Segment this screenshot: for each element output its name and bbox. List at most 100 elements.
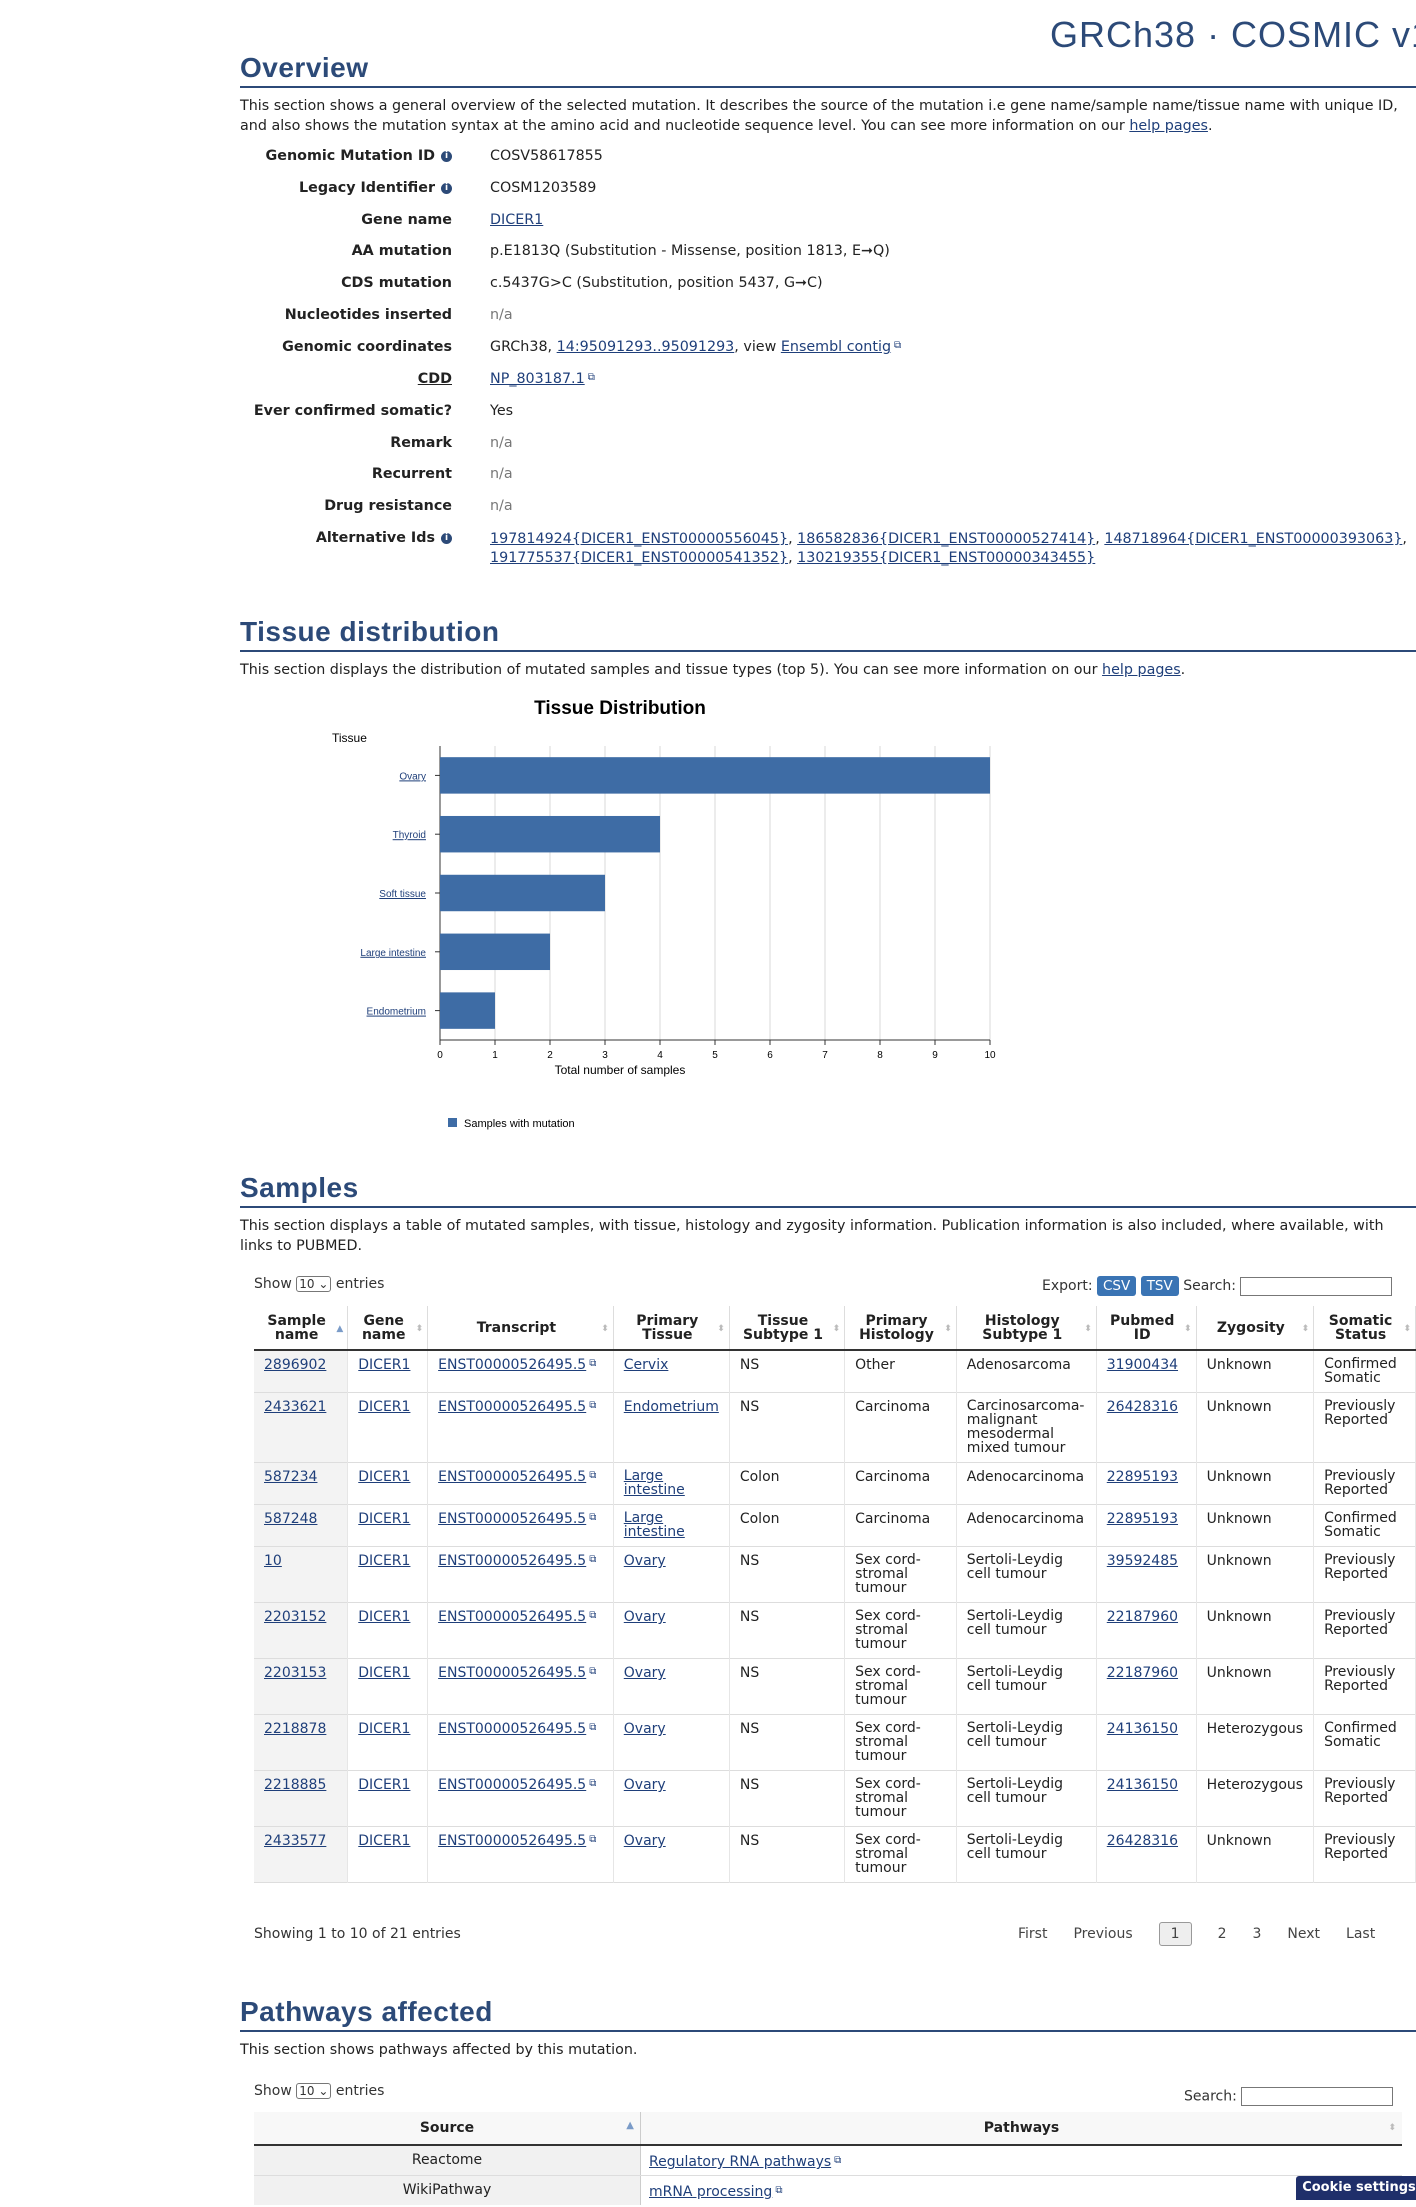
pubmed-link[interactable]: 26428316 bbox=[1106, 1833, 1179, 1849]
tissue-link[interactable]: Large intestine bbox=[623, 1510, 685, 1540]
first-page-button[interactable]: First bbox=[1018, 1926, 1048, 1942]
pubmed-link[interactable]: 22895193 bbox=[1106, 1511, 1179, 1527]
gene-link[interactable]: DICER1 bbox=[358, 1833, 411, 1849]
info-icon[interactable]: i bbox=[441, 183, 452, 194]
pubmed-link[interactable]: 22187960 bbox=[1106, 1609, 1179, 1625]
sample-link[interactable]: 587248 bbox=[264, 1511, 318, 1527]
pubmed-link[interactable]: 22187960 bbox=[1106, 1665, 1179, 1681]
last-page-button[interactable]: Last bbox=[1346, 1926, 1376, 1942]
tissue-link[interactable]: Ovary bbox=[623, 1609, 666, 1625]
previous-page-button[interactable]: Previous bbox=[1073, 1926, 1133, 1942]
category-label-link[interactable]: Soft tissue bbox=[379, 889, 426, 900]
gene-link[interactable]: DICER1 bbox=[358, 1721, 411, 1737]
column-header[interactable]: Sample name ▲ bbox=[254, 1306, 349, 1350]
pubmed-link[interactable]: 22895193 bbox=[1106, 1469, 1179, 1485]
transcript-link[interactable]: ENST00000526495.5 bbox=[438, 1833, 596, 1849]
alternative-id-link[interactable]: 186582836{DICER1_ENST00000527414} bbox=[797, 531, 1096, 547]
pubmed-link[interactable]: 24136150 bbox=[1106, 1777, 1179, 1793]
alternative-id-link[interactable]: 148718964{DICER1_ENST00000393063} bbox=[1104, 531, 1403, 547]
gene-link[interactable]: DICER1 bbox=[358, 1665, 411, 1681]
sample-link[interactable]: 2896902 bbox=[264, 1357, 327, 1373]
transcript-link[interactable]: ENST00000526495.5 bbox=[438, 1777, 596, 1793]
pathway-link[interactable]: Regulatory RNA pathways bbox=[649, 2154, 841, 2170]
export-tsv-button[interactable]: TSV bbox=[1140, 1276, 1179, 1296]
gene-link[interactable]: DICER1 bbox=[358, 1553, 411, 1569]
tissue-link[interactable]: Ovary bbox=[623, 1721, 666, 1737]
transcript-link[interactable]: ENST00000526495.5 bbox=[438, 1721, 596, 1737]
sample-link[interactable]: 10 bbox=[264, 1553, 282, 1569]
tissue-link[interactable]: Ovary bbox=[623, 1665, 666, 1681]
sample-link[interactable]: 2203152 bbox=[264, 1609, 327, 1625]
tissue-link[interactable]: Ovary bbox=[623, 1553, 666, 1569]
sample-link[interactable]: 2218885 bbox=[264, 1777, 327, 1793]
next-page-button[interactable]: Next bbox=[1287, 1926, 1321, 1942]
sample-link[interactable]: 2433577 bbox=[264, 1833, 327, 1849]
transcript-link[interactable]: ENST00000526495.5 bbox=[438, 1399, 596, 1415]
page-button[interactable]: 1 bbox=[1158, 1922, 1192, 1946]
info-icon[interactable]: i bbox=[441, 151, 452, 162]
gene-link[interactable]: DICER1 bbox=[358, 1399, 411, 1415]
sample-link[interactable]: 2203153 bbox=[264, 1665, 327, 1681]
transcript-cell: ENST00000526495.5 bbox=[427, 1462, 614, 1505]
alternative-id-link[interactable]: 130219355{DICER1_ENST00000343455} bbox=[797, 550, 1096, 566]
pubmed-link[interactable]: 39592485 bbox=[1106, 1553, 1179, 1569]
help-pages-link[interactable]: help pages bbox=[1129, 118, 1208, 134]
coordinates-link[interactable]: 14:95091293..95091293 bbox=[556, 339, 735, 355]
pathways-search-input[interactable] bbox=[1241, 2087, 1394, 2106]
cdd-link[interactable]: NP_803187.1 bbox=[490, 371, 595, 387]
gene-link[interactable]: DICER1 bbox=[358, 1777, 411, 1793]
transcript-link[interactable]: ENST00000526495.5 bbox=[438, 1553, 596, 1569]
category-label-link[interactable]: Endometrium bbox=[367, 1007, 426, 1018]
pathways-header-label: Pathways bbox=[983, 2120, 1060, 2136]
page-button[interactable]: 2 bbox=[1217, 1926, 1227, 1942]
column-header[interactable]: Somatic Status ⬍ bbox=[1313, 1306, 1416, 1350]
export-csv-button[interactable]: CSV bbox=[1097, 1276, 1137, 1296]
gene-link[interactable]: DICER1 bbox=[358, 1511, 411, 1527]
pubmed-link[interactable]: 24136150 bbox=[1106, 1721, 1179, 1737]
gene-link[interactable]: DICER1 bbox=[358, 1609, 411, 1625]
pubmed-link[interactable]: 31900434 bbox=[1106, 1357, 1179, 1373]
transcript-link[interactable]: ENST00000526495.5 bbox=[438, 1469, 596, 1485]
column-header[interactable]: Gene name ⬍ bbox=[347, 1306, 429, 1350]
ensembl-contig-link[interactable]: Ensembl contig bbox=[781, 339, 901, 355]
sample-link[interactable]: 587234 bbox=[264, 1469, 318, 1485]
pathway-link[interactable]: mRNA processing bbox=[649, 2184, 782, 2200]
page-button[interactable]: 3 bbox=[1252, 1926, 1262, 1942]
tissue-subtype-cell: Colon bbox=[729, 1504, 846, 1547]
pathways-column-header[interactable]: Pathways ⬍ bbox=[641, 2112, 1402, 2144]
gene-link[interactable]: DICER1 bbox=[358, 1357, 411, 1373]
page-size-select[interactable]: 10 ⌄ bbox=[296, 2083, 332, 2099]
category-label-link[interactable]: Large intestine bbox=[360, 948, 426, 959]
category-label-link[interactable]: Thyroid bbox=[393, 830, 426, 841]
transcript-link[interactable]: ENST00000526495.5 bbox=[438, 1357, 596, 1373]
column-header[interactable]: Pubmed ID ⬍ bbox=[1096, 1306, 1197, 1350]
info-icon[interactable]: i bbox=[441, 533, 452, 544]
tissue-link[interactable]: Endometrium bbox=[623, 1399, 719, 1415]
column-header[interactable]: Primary Tissue ⬍ bbox=[613, 1306, 730, 1350]
column-header[interactable]: Tissue Subtype 1 ⬍ bbox=[729, 1306, 846, 1350]
column-header[interactable]: Primary Histology ⬍ bbox=[844, 1306, 957, 1350]
tissue-link[interactable]: Ovary bbox=[623, 1833, 666, 1849]
pubmed-link[interactable]: 26428316 bbox=[1106, 1399, 1179, 1415]
gene-link[interactable]: DICER1 bbox=[358, 1469, 411, 1485]
tissue-link[interactable]: Cervix bbox=[623, 1357, 669, 1373]
tissue-link[interactable]: Large intestine bbox=[623, 1468, 685, 1498]
alternative-id-link[interactable]: 197814924{DICER1_ENST00000556045} bbox=[490, 531, 789, 547]
sample-link[interactable]: 2218878 bbox=[264, 1721, 327, 1737]
column-header[interactable]: Zygosity ⬍ bbox=[1196, 1306, 1315, 1350]
column-header[interactable]: Histology Subtype 1 ⬍ bbox=[956, 1306, 1097, 1350]
transcript-link[interactable]: ENST00000526495.5 bbox=[438, 1511, 596, 1527]
page-size-select[interactable]: 10 ⌄ bbox=[296, 1276, 332, 1292]
source-column-header[interactable]: Source ▲ bbox=[254, 2112, 641, 2144]
gene-name-link[interactable]: DICER1 bbox=[490, 212, 544, 228]
sample-link[interactable]: 2433621 bbox=[264, 1399, 327, 1415]
transcript-link[interactable]: ENST00000526495.5 bbox=[438, 1609, 596, 1625]
alternative-id-link[interactable]: 191775537{DICER1_ENST00000541352} bbox=[490, 550, 789, 566]
column-header[interactable]: Transcript ⬍ bbox=[427, 1306, 614, 1350]
tissue-link[interactable]: Ovary bbox=[623, 1777, 666, 1793]
samples-search-input[interactable] bbox=[1240, 1276, 1393, 1296]
transcript-link[interactable]: ENST00000526495.5 bbox=[438, 1665, 596, 1681]
help-pages-link[interactable]: help pages bbox=[1102, 662, 1181, 678]
cookie-settings-button[interactable]: Cookie settings bbox=[1296, 2176, 1416, 2200]
category-label-link[interactable]: Ovary bbox=[399, 771, 426, 782]
